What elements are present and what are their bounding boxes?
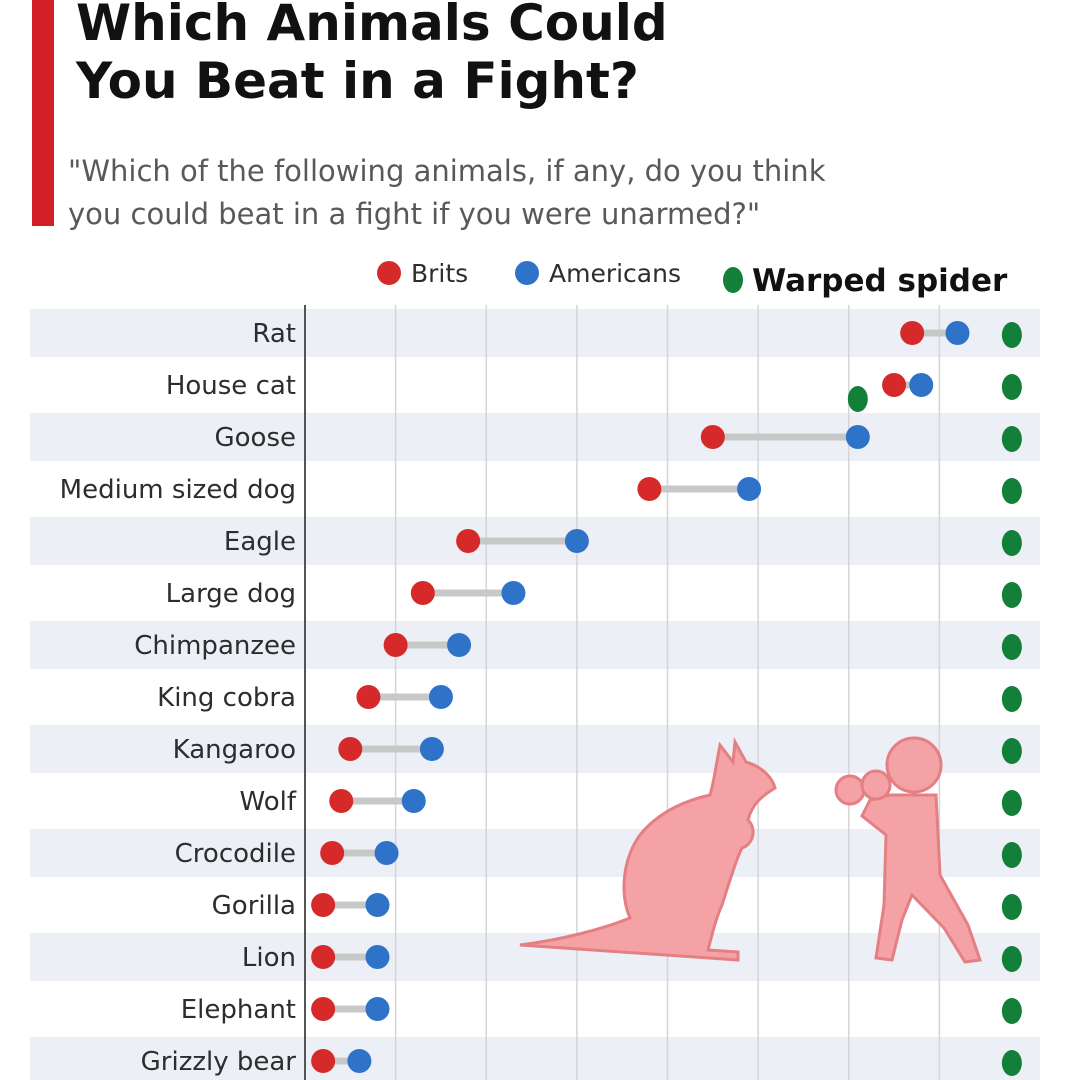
warped-spider-point (1001, 478, 1022, 504)
brits-point (329, 789, 354, 813)
warped-spider-point (1001, 842, 1022, 868)
row-stripe (30, 621, 1040, 669)
legend-warped-spider-marker (723, 267, 743, 293)
legend-americans-marker (515, 261, 539, 285)
warped-spider-point (1001, 790, 1022, 816)
boxer-icon (834, 736, 983, 964)
warped-spider-point (1001, 530, 1022, 556)
americans-point (419, 737, 444, 761)
warped-spider-extra-point (847, 386, 868, 412)
data-marks: Rat House cat Goose Medium sized dog Eagle La… (60, 319, 1022, 1077)
row-stripe (30, 725, 1040, 773)
category-label: Goose (214, 423, 296, 453)
category-label: Eagle (224, 527, 296, 557)
category-label: Medium sized dog (60, 475, 296, 505)
americans-point (374, 841, 399, 865)
row-stripe (30, 413, 1040, 461)
chart-subtitle: "Which of the following animals, if any,… (68, 154, 826, 231)
americans-point (401, 789, 426, 813)
category-label: King cobra (157, 683, 296, 713)
brits-point (410, 581, 435, 605)
warped-spider-point (1001, 686, 1022, 712)
chart-title: Which Animals Could You Beat in a Fight? (76, 0, 668, 110)
legend-americans-label: Americans (549, 259, 681, 288)
kangaroo-icon (519, 737, 777, 962)
americans-point (909, 373, 934, 397)
warped-spider-point (1001, 1050, 1022, 1076)
brits-point (311, 893, 336, 917)
americans-point (737, 477, 762, 501)
americans-point (501, 581, 526, 605)
brits-point (338, 737, 363, 761)
brits-point (311, 945, 336, 969)
row-stripe (30, 1037, 1040, 1080)
brits-point (356, 685, 381, 709)
warped-spider-point (1001, 998, 1022, 1024)
category-label: Large dog (166, 579, 296, 609)
brits-point (383, 633, 408, 657)
category-label: Grizzly bear (141, 1047, 297, 1077)
category-label: Gorilla (212, 891, 296, 921)
category-label: Elephant (181, 995, 296, 1025)
title-accent-bar (32, 0, 54, 226)
category-label: Kangaroo (173, 735, 296, 765)
category-label: Chimpanzee (134, 631, 296, 661)
brits-point (311, 1049, 336, 1073)
americans-point (447, 633, 472, 657)
legend: Brits Americans Warped spider (377, 259, 1008, 299)
row-stripe (30, 309, 1040, 357)
row-stripe (30, 933, 1040, 981)
americans-point (365, 945, 390, 969)
warped-spider-point (1001, 374, 1022, 400)
brits-point (456, 529, 481, 553)
illustration (519, 736, 983, 964)
category-label: Wolf (240, 787, 297, 817)
warped-spider-point (1001, 322, 1022, 348)
brits-point (637, 477, 662, 501)
category-label: Lion (242, 943, 296, 973)
legend-brits-label: Brits (411, 259, 468, 288)
warped-spider-point (1001, 634, 1022, 660)
warped-spider-point (1001, 738, 1022, 764)
legend-warped-spider-label: Warped spider (752, 263, 1008, 299)
warped-spider-point (1001, 946, 1022, 972)
warped-spider-point (1001, 894, 1022, 920)
brits-point (882, 373, 907, 397)
americans-point (428, 685, 453, 709)
brits-point (700, 425, 725, 449)
americans-point (845, 425, 870, 449)
warped-spider-point (1001, 426, 1022, 452)
row-stripe (30, 829, 1040, 877)
category-label: House cat (166, 371, 296, 401)
americans-point (564, 529, 589, 553)
row-stripes (30, 309, 1040, 1080)
brits-point (320, 841, 345, 865)
brits-point (311, 997, 336, 1021)
category-label: Rat (252, 319, 296, 349)
legend-brits-marker (377, 261, 401, 285)
warped-spider-point (1001, 582, 1022, 608)
brits-point (900, 321, 925, 345)
category-label: Crocodile (175, 839, 296, 869)
americans-point (365, 997, 390, 1021)
americans-point (945, 321, 970, 345)
americans-point (347, 1049, 372, 1073)
americans-point (365, 893, 390, 917)
